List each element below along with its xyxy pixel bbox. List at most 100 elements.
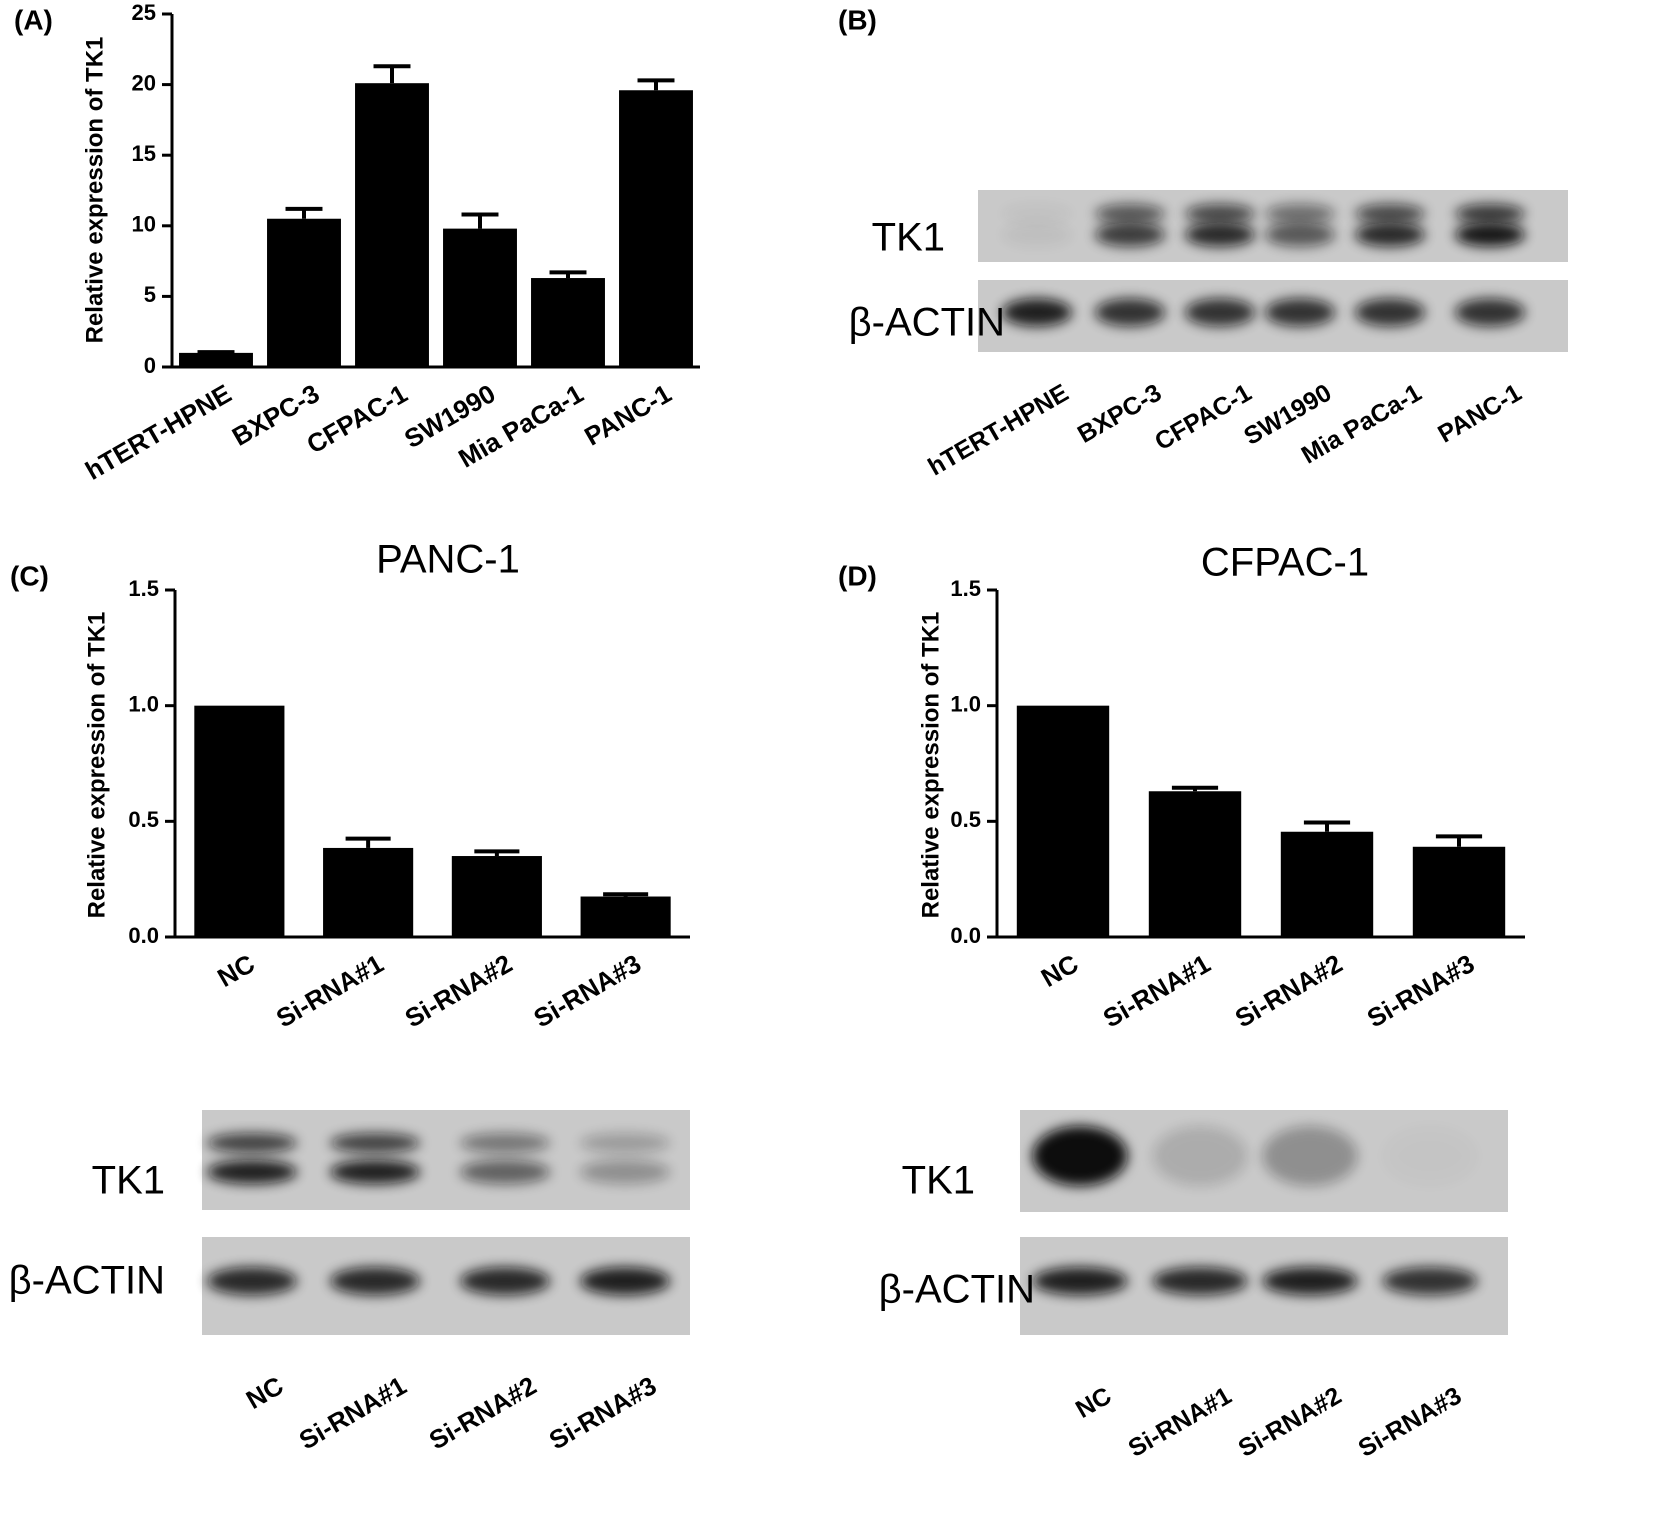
blot-band: [580, 1160, 670, 1184]
error-bar: [197, 350, 235, 355]
blot-band: [1383, 1126, 1478, 1186]
blot-lane-label: CFPAC-1: [1150, 379, 1256, 457]
blot-row-label: β-ACTIN: [879, 1268, 1035, 1312]
error-bar: [1171, 785, 1219, 792]
panel-label: (B): [838, 4, 877, 35]
x-tick-label: Si-RNA#1: [1098, 948, 1216, 1033]
blot-band: [1382, 1267, 1478, 1296]
blot-lane-label: PANC-1: [1433, 379, 1526, 449]
blot-lane-label: Si-RNA#2: [1234, 1382, 1347, 1463]
y-tick-label: 0.0: [950, 923, 981, 948]
bar: [323, 847, 414, 937]
blot-band: [1032, 1125, 1128, 1186]
blot-band: [1355, 203, 1425, 224]
panel-label: (D): [838, 560, 877, 591]
y-tick-label: 25: [132, 0, 156, 25]
blot-lane-label: Si-RNA#3: [1354, 1382, 1467, 1463]
panel-label: (C): [10, 560, 49, 591]
blot-band: [207, 1160, 297, 1184]
blot-row-label: β-ACTIN: [9, 1259, 165, 1303]
y-tick-label: 20: [132, 70, 156, 95]
blot-band: [460, 1133, 550, 1153]
blot-band: [1032, 1267, 1128, 1296]
x-tick-label: NC: [1036, 948, 1084, 993]
bar: [580, 896, 671, 937]
blot-lane-label: hTERT-HPNE: [923, 379, 1073, 482]
blot-lane-label: BXPC-3: [1073, 379, 1166, 449]
bar: [531, 278, 605, 367]
blot-lane-label: Si-RNA#2: [424, 1370, 542, 1455]
y-tick-label: 0.5: [950, 807, 981, 832]
bar: [179, 352, 253, 367]
blot-band: [460, 1160, 550, 1184]
blot-lane-label: NC: [241, 1370, 289, 1415]
blot-band: [580, 1133, 670, 1153]
chart-title: PANC-1: [376, 538, 520, 582]
x-tick-label: hTERT-HPNE: [80, 378, 236, 486]
x-tick-label: PANC-1: [579, 378, 676, 451]
error-bar: [637, 78, 675, 91]
error-bar: [373, 64, 411, 84]
blot-band: [1262, 1267, 1358, 1296]
blot-band: [1455, 298, 1525, 327]
blot-band: [1185, 203, 1255, 224]
blot-band: [207, 1133, 297, 1153]
blot-band: [1095, 203, 1165, 224]
x-tick-label: Si-RNA#3: [528, 948, 646, 1033]
blot-band: [330, 1160, 420, 1184]
blot-band: [1355, 222, 1425, 247]
blot-row-label: TK1: [872, 216, 945, 260]
y-tick-label: 1.0: [950, 691, 981, 716]
error-bar: [1435, 834, 1483, 847]
bar: [355, 83, 429, 368]
y-tick-label: 1.0: [128, 691, 159, 716]
blot-band: [1265, 203, 1335, 224]
blot-band: [1185, 298, 1255, 327]
blot-row-label: TK1: [92, 1159, 165, 1203]
blot-strip: [202, 1110, 690, 1210]
blot-band: [1002, 298, 1072, 327]
blot-lane-label: NC: [1071, 1382, 1116, 1424]
blot-band: [1095, 222, 1165, 247]
error-bar: [285, 206, 323, 219]
bar: [1016, 705, 1110, 937]
blot-band: [330, 1133, 420, 1153]
blot-lane-label: Si-RNA#3: [544, 1370, 662, 1455]
blot-band: [1265, 222, 1335, 247]
bar: [1280, 831, 1374, 937]
y-tick-label: 10: [132, 212, 156, 237]
y-tick-label: 0: [144, 353, 156, 378]
blot-band: [580, 1267, 670, 1296]
error-bar: [345, 836, 391, 848]
y-tick-label: 0.5: [128, 807, 159, 832]
blot-band: [1152, 1267, 1248, 1296]
y-tick-label: 1.5: [950, 576, 981, 601]
x-tick-label: Si-RNA#1: [271, 948, 389, 1033]
x-tick-label: Si-RNA#2: [400, 948, 518, 1033]
blot-row-label: TK1: [902, 1159, 975, 1203]
y-tick-label: 5: [144, 282, 156, 307]
bar: [1412, 846, 1506, 937]
blot-band: [1095, 298, 1165, 327]
y-axis-label: Relative expression of TK1: [81, 37, 108, 344]
blot-lane-label: Si-RNA#1: [1124, 1382, 1237, 1463]
blot-band: [1152, 1125, 1248, 1186]
error-bar: [474, 849, 520, 857]
bar: [267, 218, 341, 367]
blot-band: [1002, 222, 1072, 247]
bar: [451, 856, 542, 937]
bar: [443, 228, 517, 367]
y-tick-label: 0.0: [128, 923, 159, 948]
x-tick-label: NC: [212, 948, 260, 993]
error-bar: [549, 270, 587, 279]
blot-lane-label: Si-RNA#1: [294, 1370, 412, 1455]
blot-band: [1262, 1125, 1358, 1186]
panel-label: (A): [14, 4, 53, 35]
bar: [619, 90, 693, 368]
y-axis-label: Relative expression of TK1: [83, 612, 110, 919]
error-bar: [461, 212, 499, 229]
blot-band: [1265, 298, 1335, 327]
chart-title: CFPAC-1: [1201, 541, 1369, 585]
error-bar: [1303, 820, 1351, 832]
